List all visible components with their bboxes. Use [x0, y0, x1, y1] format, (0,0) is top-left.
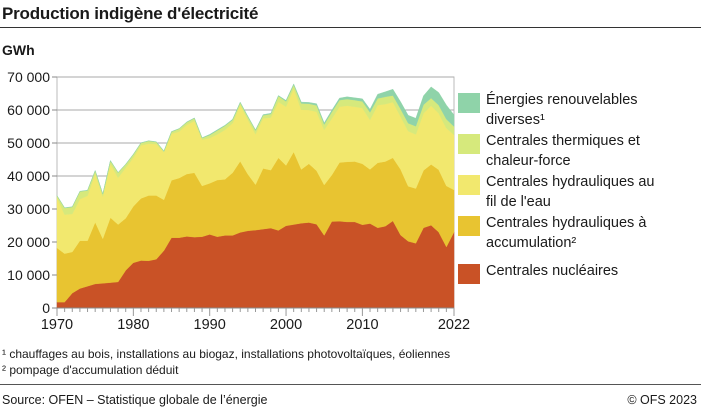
y-tick-label: 40 000: [7, 168, 50, 184]
legend-item-renewables: Énergies renouvelables diverses¹: [458, 90, 696, 130]
y-axis-unit: GWh: [2, 42, 35, 58]
y-tick-label: 30 000: [7, 201, 50, 217]
y-tick-label: 60 000: [7, 102, 50, 118]
y-tick-label: 70 000: [7, 69, 50, 85]
footer-divider: [0, 384, 701, 385]
legend-swatch: [458, 134, 480, 154]
source-text: Source: OFEN – Statistique globale de l’…: [2, 393, 268, 407]
x-tick-label: 2010: [346, 317, 378, 333]
legend-item-nuclear: Centrales nucléaires: [458, 261, 696, 284]
y-tick-label: 20 000: [7, 234, 50, 250]
y-tick-label: 10 000: [7, 267, 50, 283]
legend-swatch: [458, 175, 480, 195]
footnote-2: ² pompage d'accumulation déduit: [2, 363, 179, 377]
legend-label: Centrales hydrauliques à: [486, 215, 647, 231]
legend-label: Centrales hydrauliques au: [486, 174, 655, 190]
x-tick-label: 1970: [41, 317, 73, 333]
legend-label: Centrales thermiques et: [486, 133, 640, 149]
title-divider: [0, 27, 701, 28]
footnote-1: ¹ chauffages au bois, installations au b…: [2, 347, 451, 361]
legend-label: diverses¹: [486, 112, 545, 128]
x-tick-label: 2022: [438, 317, 470, 333]
x-tick-label: 1990: [194, 317, 226, 333]
legend-item-run-of-river: Centrales hydrauliques au fil de l'eau: [458, 172, 696, 212]
legend-item-storage: Centrales hydrauliques à accumulation²: [458, 213, 696, 253]
legend-label: accumulation²: [486, 235, 577, 251]
legend-item-thermal: Centrales thermiques et chaleur-force: [458, 131, 696, 171]
x-tick-label: 2000: [270, 317, 302, 333]
copyright-text: © OFS 2023: [627, 393, 697, 407]
legend-swatch: [458, 93, 480, 113]
legend-label: fil de l'eau: [486, 194, 551, 210]
legend-label: Énergies renouvelables: [486, 92, 638, 108]
chart-title: Production indigène d'électricité: [2, 4, 259, 23]
y-tick-label: 0: [42, 300, 50, 316]
y-tick-label: 50 000: [7, 135, 50, 151]
area-series-4: [56, 83, 455, 209]
legend-swatch: [458, 264, 480, 284]
legend-swatch: [458, 216, 480, 236]
legend-label: chaleur-force: [486, 153, 571, 169]
x-tick-label: 1980: [117, 317, 149, 333]
legend-label: Centrales nucléaires: [486, 263, 619, 279]
